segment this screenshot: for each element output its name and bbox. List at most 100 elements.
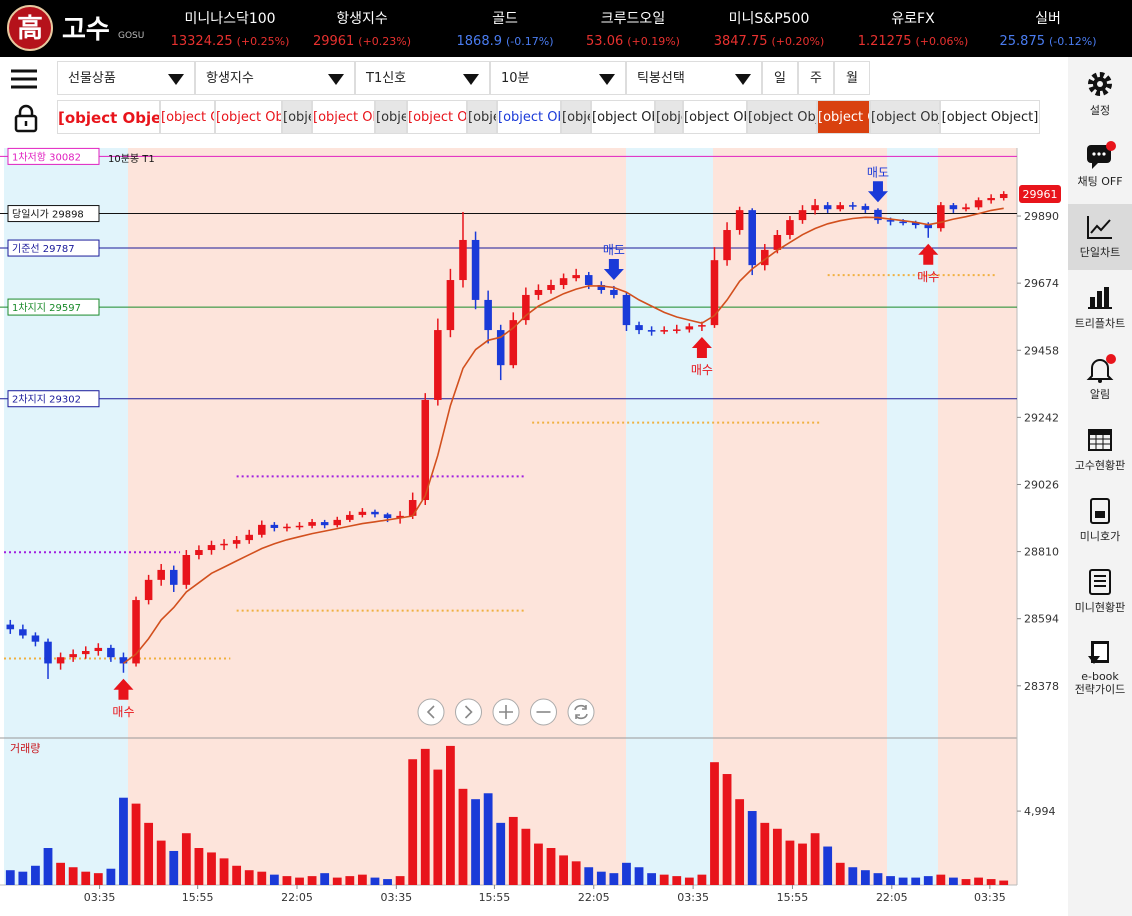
sidebar-item[interactable]: 미니호가 [1068, 488, 1132, 554]
ticker-name: 항생지수 [336, 11, 388, 27]
candle-body [81, 651, 90, 655]
volume-bar [659, 874, 669, 885]
price-cell: [object Object] [282, 100, 312, 134]
sidebar-item[interactable]: 설정 [1068, 62, 1132, 128]
volume-bar [131, 803, 141, 885]
candle-body [861, 206, 870, 210]
nav-button[interactable] [492, 698, 520, 726]
volume-bar [320, 873, 330, 885]
ticker: 유로FX 1.21275 (+0.06%) [843, 0, 983, 49]
volume-bar [93, 873, 103, 885]
chart: 28378 28594 28810 29026 29242 29458 29674 29890… [0, 147, 1061, 904]
sidebar-icon [1087, 216, 1112, 239]
volume-bar [207, 852, 216, 885]
period-button[interactable]: 일 [762, 61, 798, 95]
nav-button[interactable] [455, 698, 482, 726]
nav-button[interactable] [530, 698, 557, 726]
volume-bar [559, 855, 568, 885]
select[interactable]: 선물상품 [57, 61, 195, 95]
volume-bar [345, 876, 355, 885]
nav-circle [417, 698, 445, 726]
candle-body [31, 635, 40, 642]
period-button[interactable]: 주 [798, 61, 834, 95]
price-cell: [object Object] [817, 100, 870, 134]
volume-bar [408, 759, 418, 885]
candle-body [635, 325, 643, 331]
level-label-box [7, 298, 100, 316]
select[interactable]: 항생지수 [195, 61, 355, 95]
period-button[interactable]: 월 [834, 61, 870, 95]
volume-bar [119, 797, 128, 885]
ticker-price: 1868.9 [456, 34, 503, 49]
sidebar-item[interactable]: 미니현황판 [1068, 559, 1132, 625]
candle-body [471, 239, 480, 300]
sidebar-item[interactable]: 고수현황판 [1068, 417, 1132, 483]
badge [1106, 354, 1116, 364]
volume-bar [370, 877, 380, 885]
toolbar: 선물상품 항생지수 T1신호 10분 틱봉선택 일 주 월 [0, 61, 1068, 97]
volume-bar [269, 874, 279, 885]
session-band [938, 148, 1017, 885]
level-label-box [7, 147, 100, 165]
icon [1092, 162, 1099, 169]
volume-bar [508, 816, 518, 885]
sidebar-label: e-book [1081, 670, 1119, 683]
candle-body [937, 205, 945, 229]
y-tick-label: 29458 [1024, 344, 1059, 357]
ticker-price: 25.875 [999, 34, 1046, 49]
volume-bar [307, 876, 317, 885]
nav-button[interactable] [417, 698, 445, 726]
sidebar-label: 단일차트 [1079, 246, 1121, 259]
ticker: 크루드오일 53.06 (+0.19%) [563, 0, 703, 49]
sidebar-item[interactable]: 단일차트 [1068, 204, 1132, 270]
logo-circle [7, 5, 53, 51]
candle-body [559, 278, 568, 286]
candle-body [962, 207, 970, 210]
icon [1088, 72, 1112, 96]
candle-body [295, 525, 304, 528]
ticker-name: 실버 [1035, 11, 1061, 27]
volume-bar [772, 828, 782, 885]
select[interactable]: 10분 [490, 61, 626, 95]
sidebar-item[interactable]: 트리플차트 [1068, 275, 1132, 341]
volume-bar [106, 868, 116, 885]
price-cell: [object Object] [57, 100, 160, 134]
select[interactable]: 틱봉선택 [626, 61, 762, 95]
level-label-box [7, 239, 100, 257]
lock-button[interactable] [12, 103, 40, 133]
candle-body [44, 641, 52, 664]
sidebar-item[interactable]: 알림 [1068, 346, 1132, 412]
volume-bar [68, 867, 78, 885]
candle-body [69, 654, 77, 658]
volume-bar [571, 861, 581, 885]
candle-body [169, 569, 178, 585]
volume-bar [810, 833, 820, 885]
volume-bar [496, 822, 506, 885]
volume-bar [634, 867, 644, 885]
candle-body [270, 524, 279, 528]
sidebar-item[interactable]: e-book 전략가이드 [1068, 630, 1132, 696]
level-label-box [7, 390, 100, 408]
menu-button[interactable] [8, 67, 40, 91]
signal-label: 매도 [867, 165, 889, 179]
ticker-price: 53.06 [586, 34, 624, 49]
volume-bar [257, 871, 267, 885]
lock-shackle [18, 104, 34, 117]
candle-body [622, 294, 631, 326]
price-cell: [object Object] [940, 100, 1040, 134]
candle-body [610, 289, 618, 295]
volume-bar [5, 870, 15, 885]
candle-body [698, 325, 706, 327]
volume-bar [458, 788, 468, 885]
candle-body [258, 524, 266, 535]
sidebar-item[interactable]: 채팅 OFF [1068, 133, 1132, 199]
y-tick-label: 28594 [1024, 613, 1059, 626]
nav-glyph [499, 705, 513, 719]
select[interactable]: T1신호 [355, 61, 490, 95]
ticker-name: 크루드오일 [600, 11, 666, 27]
x-tick-label: 15:55 [182, 891, 214, 904]
icon [1090, 219, 1111, 234]
candle-body [811, 205, 819, 211]
nav-button[interactable] [567, 698, 595, 726]
candle-body [182, 555, 191, 585]
